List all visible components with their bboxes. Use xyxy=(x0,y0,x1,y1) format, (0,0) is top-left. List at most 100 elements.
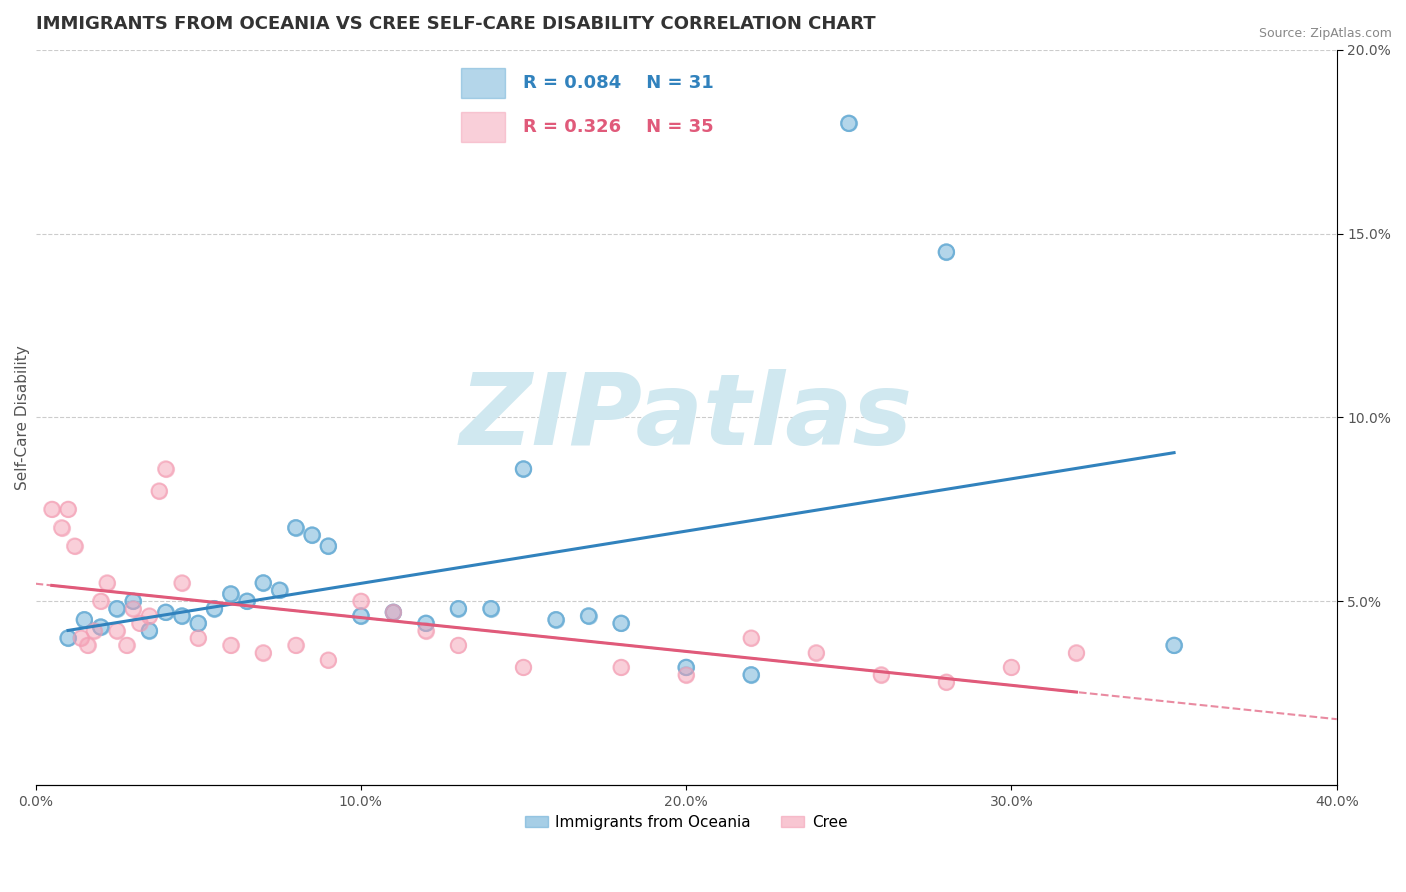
Point xyxy=(675,668,697,682)
Point xyxy=(318,539,340,553)
Point xyxy=(512,660,534,674)
Text: ZIPatlas: ZIPatlas xyxy=(460,369,912,466)
Point xyxy=(105,624,128,638)
Point xyxy=(512,462,534,476)
Point xyxy=(63,539,86,553)
Point xyxy=(70,631,93,645)
Point xyxy=(415,616,437,631)
Point xyxy=(138,624,160,638)
Point xyxy=(90,620,112,634)
Point xyxy=(73,613,96,627)
Point xyxy=(1163,639,1185,653)
Point xyxy=(73,613,96,627)
Point xyxy=(56,502,79,516)
Point xyxy=(76,639,98,653)
Point xyxy=(479,601,502,615)
Point xyxy=(105,601,128,615)
Point xyxy=(219,639,242,653)
Point xyxy=(73,613,96,627)
Point xyxy=(1066,646,1088,660)
Point xyxy=(155,462,177,476)
Point xyxy=(236,594,259,608)
Point xyxy=(740,631,762,645)
Point xyxy=(51,521,73,535)
Point xyxy=(284,521,307,535)
Point xyxy=(155,462,177,476)
Point xyxy=(350,594,373,608)
Point xyxy=(90,594,112,608)
Point xyxy=(382,605,405,619)
Point xyxy=(252,646,274,660)
Point xyxy=(578,609,600,624)
Point xyxy=(935,245,957,260)
Point xyxy=(284,521,307,535)
Point xyxy=(838,116,860,130)
Point xyxy=(83,624,105,638)
Point xyxy=(318,539,340,553)
Point xyxy=(512,462,534,476)
Point xyxy=(740,668,762,682)
Point xyxy=(284,521,307,535)
Point xyxy=(675,660,697,674)
Point xyxy=(838,116,860,130)
Point xyxy=(675,660,697,674)
Point xyxy=(479,601,502,615)
Point xyxy=(128,616,150,631)
Point xyxy=(170,609,193,624)
Point xyxy=(138,624,160,638)
Point xyxy=(284,639,307,653)
Point xyxy=(512,462,534,476)
Point xyxy=(350,609,373,624)
Point xyxy=(544,613,567,627)
Point xyxy=(1000,660,1022,674)
Point xyxy=(1066,646,1088,660)
Point xyxy=(138,624,160,638)
Point xyxy=(90,620,112,634)
Text: Source: ZipAtlas.com: Source: ZipAtlas.com xyxy=(1258,27,1392,40)
Point xyxy=(415,624,437,638)
Point xyxy=(122,594,145,608)
Point xyxy=(122,594,145,608)
Point xyxy=(1000,660,1022,674)
Point xyxy=(51,521,73,535)
Point xyxy=(512,660,534,674)
Point xyxy=(236,594,259,608)
Point xyxy=(41,502,63,516)
Point xyxy=(219,587,242,601)
Point xyxy=(105,601,128,615)
Point xyxy=(252,646,274,660)
Point xyxy=(122,601,145,615)
Point xyxy=(56,502,79,516)
Point xyxy=(252,575,274,590)
Point xyxy=(148,483,170,498)
Point xyxy=(382,605,405,619)
Point xyxy=(544,613,567,627)
Point xyxy=(155,605,177,619)
Point xyxy=(740,668,762,682)
Point xyxy=(138,609,160,624)
Point xyxy=(479,601,502,615)
Point xyxy=(155,605,177,619)
Point xyxy=(382,605,405,619)
Point xyxy=(70,631,93,645)
Text: R = 0.084    N = 31: R = 0.084 N = 31 xyxy=(523,74,714,92)
Point xyxy=(935,675,957,690)
Point xyxy=(219,587,242,601)
Point xyxy=(447,601,470,615)
Point xyxy=(96,575,118,590)
Point xyxy=(155,605,177,619)
Point xyxy=(301,528,323,542)
Point xyxy=(447,601,470,615)
Point xyxy=(187,616,209,631)
Point xyxy=(122,594,145,608)
Text: IMMIGRANTS FROM OCEANIA VS CREE SELF-CARE DISABILITY CORRELATION CHART: IMMIGRANTS FROM OCEANIA VS CREE SELF-CAR… xyxy=(35,15,875,33)
Point xyxy=(41,502,63,516)
Point xyxy=(318,653,340,667)
Point xyxy=(204,601,226,615)
Point xyxy=(204,601,226,615)
Point xyxy=(138,609,160,624)
Legend: Immigrants from Oceania, Cree: Immigrants from Oceania, Cree xyxy=(519,809,853,837)
Point xyxy=(806,646,828,660)
Point xyxy=(236,594,259,608)
Point xyxy=(610,660,633,674)
